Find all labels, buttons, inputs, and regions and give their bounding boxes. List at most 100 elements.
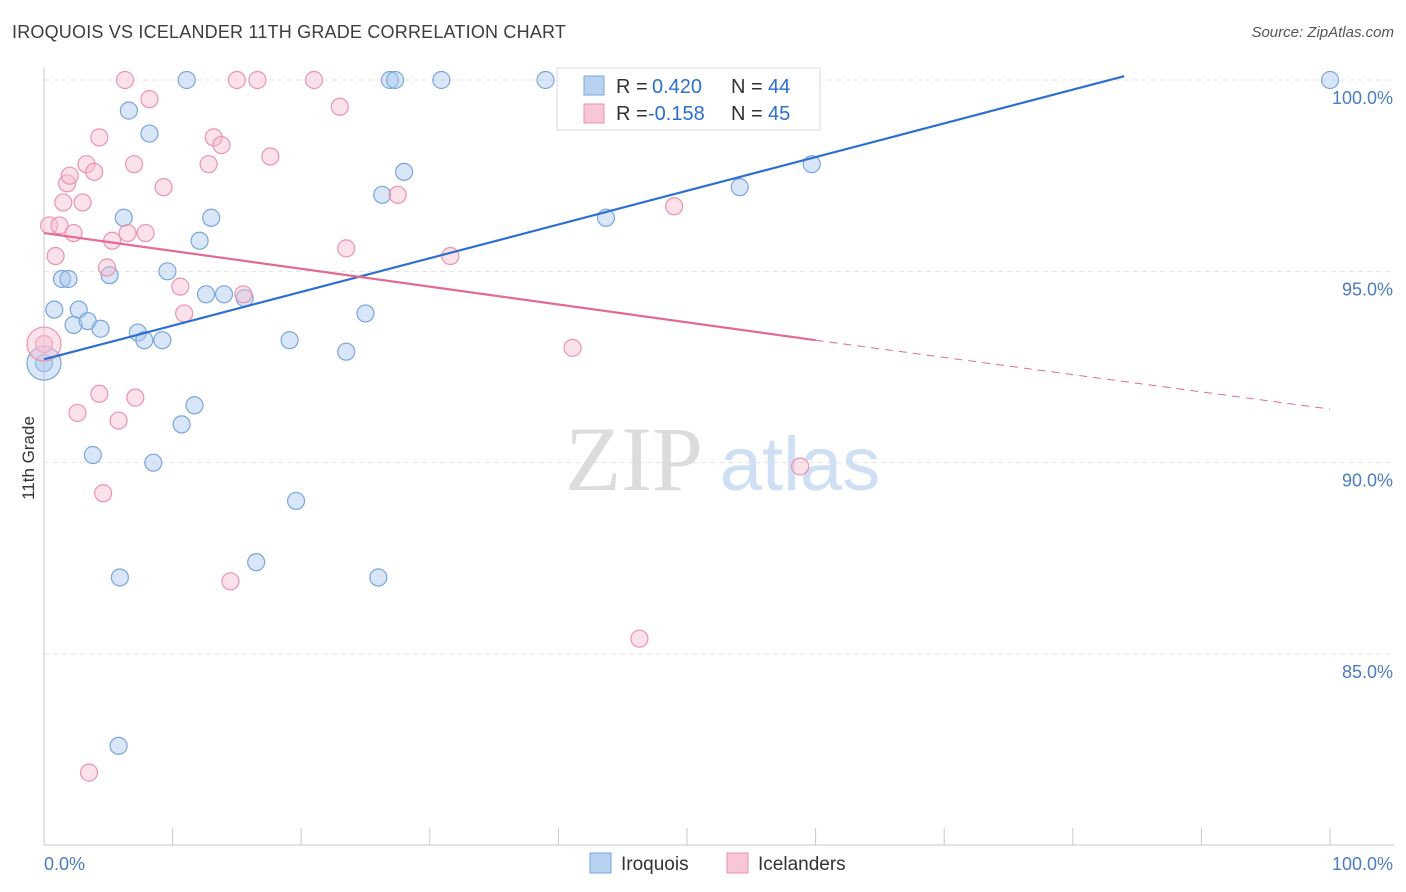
iroquois-point-20 xyxy=(172,415,191,434)
iroquois-point-43 xyxy=(1320,70,1340,90)
icelanders-point-26 xyxy=(171,277,190,296)
iroquois-trend-line xyxy=(43,75,1125,361)
icelanders-point-3 xyxy=(50,216,69,235)
iroquois-point-15 xyxy=(135,331,154,350)
iroquois-point-1 xyxy=(45,300,64,319)
icelanders-point-4 xyxy=(54,193,73,212)
iroquois-point-17 xyxy=(144,453,163,472)
stats-legend: R = 0.420 N = 44 R = -0.158 N = 45 xyxy=(556,67,821,131)
iroquois-point-32 xyxy=(356,304,375,323)
legend-r-value-1: 0.420 xyxy=(652,76,702,98)
iroquois-point-13 xyxy=(119,101,138,120)
icelanders-point-13 xyxy=(90,128,109,147)
icelanders-point-18 xyxy=(109,411,128,430)
icelanders-point-43 xyxy=(665,197,684,216)
icelanders-point-34 xyxy=(248,70,267,90)
icelanders-point-32 xyxy=(227,70,246,90)
icelanders-point-2 xyxy=(46,246,65,266)
icelanders-point-6 xyxy=(60,166,79,185)
icelanders-point-25 xyxy=(154,178,173,197)
y-tick-label-2: 90.0% xyxy=(1342,471,1393,491)
iroquois-point-21 xyxy=(177,70,196,90)
icelanders-point-30 xyxy=(212,135,231,155)
icelanders-point-33 xyxy=(234,285,253,304)
icelanders-point-8 xyxy=(68,403,87,423)
icelanders-point-10 xyxy=(77,155,96,174)
iroquois-point-10 xyxy=(109,736,128,755)
iroquois-point-25 xyxy=(202,208,221,227)
legend-r-label-1: R = xyxy=(616,76,648,98)
icelanders-point-37 xyxy=(330,97,349,116)
iroquois-point-34 xyxy=(373,185,392,204)
bottom-legend-label-iroquois: Iroquois xyxy=(621,854,689,875)
icelanders-point-42 xyxy=(630,629,649,648)
icelanders-point-12 xyxy=(85,162,104,181)
icelanders-large-point xyxy=(26,326,62,362)
iroquois-point-26 xyxy=(214,285,234,304)
iroquois-point-29 xyxy=(280,331,299,350)
iroquois-point-37 xyxy=(394,162,414,181)
icelanders-point-28 xyxy=(199,155,218,174)
data-points xyxy=(26,70,1340,782)
chart-title: IROQUOIS VS ICELANDER 11TH GRADE CORRELA… xyxy=(12,22,567,42)
icelanders-point-35 xyxy=(261,147,280,166)
axes xyxy=(43,68,1394,846)
iroquois-point-35 xyxy=(380,70,400,90)
iroquois-point-8 xyxy=(91,319,110,338)
legend-swatch-icelanders xyxy=(583,103,605,124)
iroquois-point-33 xyxy=(369,568,388,587)
icelanders-point-22 xyxy=(126,388,145,407)
icelanders-point-38 xyxy=(337,239,356,258)
iroquois-point-39 xyxy=(536,70,555,90)
icelanders-point-39 xyxy=(388,185,407,204)
iroquois-point-2 xyxy=(52,269,72,289)
iroquois-point-28 xyxy=(247,553,266,572)
icelanders-point-14 xyxy=(90,384,109,403)
iroquois-large-point xyxy=(26,345,62,381)
icelanders-point-0 xyxy=(34,334,54,354)
icelanders-point-24 xyxy=(140,90,159,109)
y-axis-title: 11th Grade xyxy=(19,416,38,500)
iroquois-point-36 xyxy=(385,70,405,90)
y-tick-label-3: 85.0% xyxy=(1342,662,1393,682)
icelanders-point-44 xyxy=(791,457,810,476)
icelanders-point-15 xyxy=(94,484,113,503)
series-legend: Iroquois Icelanders xyxy=(589,852,846,875)
icelanders-point-27 xyxy=(175,304,194,323)
icelanders-point-31 xyxy=(221,572,240,591)
icelanders-point-29 xyxy=(204,128,223,147)
iroquois-point-30 xyxy=(286,491,306,511)
legend-n-value-1: 44 xyxy=(768,76,790,98)
icelanders-point-21 xyxy=(124,155,144,174)
gridlines xyxy=(44,79,1394,655)
icelanders-point-11 xyxy=(79,763,99,782)
legend-n-label-2: N = xyxy=(731,103,763,125)
icelanders-trend-line xyxy=(43,231,816,342)
iroquois-point-23 xyxy=(190,231,209,250)
iroquois-point-41 xyxy=(730,178,749,197)
iroquois-point-31 xyxy=(337,342,356,361)
watermark-zip: ZIP xyxy=(565,408,703,510)
iroquois-point-22 xyxy=(185,396,204,415)
iroquois-point-24 xyxy=(196,285,216,304)
icelanders-point-20 xyxy=(118,223,137,243)
icelanders-point-19 xyxy=(115,70,135,90)
bottom-legend-swatch-iroquois xyxy=(589,852,612,874)
x-tick-label-right: 100.0% xyxy=(1332,854,1393,874)
icelanders-point-23 xyxy=(136,223,155,243)
iroquois-point-11 xyxy=(110,568,129,587)
y-tick-label-0: 100.0% xyxy=(1332,88,1393,108)
y-tick-label-1: 95.0% xyxy=(1342,279,1393,299)
y-tick-labels: 100.0% 95.0% 90.0% 85.0% xyxy=(1332,88,1393,682)
iroquois-point-38 xyxy=(432,70,451,90)
x-tick-label-left: 0.0% xyxy=(44,854,85,874)
icelanders-point-9 xyxy=(73,193,92,212)
iroquois-point-19 xyxy=(158,262,177,281)
chart-source: Source: ZipAtlas.com xyxy=(1251,24,1394,41)
watermark-atlas: atlas xyxy=(720,422,881,507)
trend-lines xyxy=(43,75,1331,410)
icelanders-point-16 xyxy=(97,258,117,277)
icelanders-point-40 xyxy=(441,246,460,266)
iroquois-point-7 xyxy=(83,445,102,465)
